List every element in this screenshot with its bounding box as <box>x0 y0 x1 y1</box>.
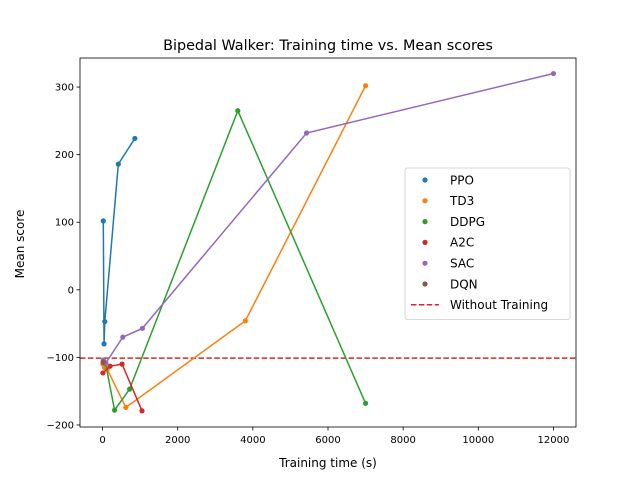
data-point-sac <box>120 334 126 340</box>
legend-label-without-training: Without Training <box>450 298 548 312</box>
legend-marker-sac <box>422 260 428 266</box>
y-tick-label: 100 <box>55 218 74 229</box>
data-point-ppo <box>100 218 106 224</box>
legend-marker-dqn <box>422 281 428 287</box>
data-point-ppo <box>132 135 138 142</box>
y-tick-label: −200 <box>47 420 74 431</box>
data-point-a2c <box>100 370 106 376</box>
data-point-dqn <box>100 359 106 365</box>
chart-title: Bipedal Walker: Training time vs. Mean s… <box>163 38 493 54</box>
y-tick-label: −100 <box>47 353 74 364</box>
data-point-sac <box>550 70 557 77</box>
data-point-td3 <box>123 404 129 411</box>
data-point-ppo <box>115 161 121 167</box>
data-point-a2c <box>107 363 113 369</box>
data-point-sac <box>139 325 145 331</box>
y-axis-label: Mean score <box>13 210 27 279</box>
series-line-td3 <box>102 85 367 409</box>
x-tick-label: 0 <box>99 435 105 446</box>
data-point-ddpg <box>111 407 118 413</box>
legend-marker-ppo <box>422 177 428 183</box>
x-axis-label: Training time (s) <box>278 456 377 470</box>
legend: PPO TD3 DDPG A2C SAC DQN Without Training <box>404 167 571 321</box>
x-tick-label: 10000 <box>462 435 494 446</box>
legend-label-ddpg: DDPG <box>450 215 485 229</box>
legend-marker-td3 <box>422 198 428 204</box>
data-point-ddpg <box>235 108 241 114</box>
legend-label-ppo: PPO <box>450 173 474 187</box>
series-line-ddpg <box>103 108 367 412</box>
data-point-td3 <box>362 83 369 89</box>
x-tick-label: 12000 <box>538 435 570 446</box>
data-point-a2c <box>139 408 145 414</box>
legend-label-td3: TD3 <box>449 194 474 208</box>
data-point-ppo <box>102 318 108 325</box>
x-tick-label: 4000 <box>240 435 265 446</box>
legend-marker-a2c <box>422 239 428 245</box>
data-point-a2c <box>119 361 125 367</box>
data-point-td3 <box>242 318 248 324</box>
legend-label-sac: SAC <box>450 257 474 271</box>
data-point-ddpg <box>127 386 133 392</box>
axes-layer: 0 2000 4000 6000 8000 10000 12000 −200 −100 0 100 2… <box>47 57 577 446</box>
data-point-ddpg <box>362 400 369 406</box>
series-line-ppo <box>102 138 136 344</box>
y-tick-label: 0 <box>68 285 74 296</box>
data-point-ppo <box>101 341 107 347</box>
x-tick-label: 6000 <box>315 435 340 446</box>
y-tick-label: 300 <box>55 83 74 94</box>
x-tick-label: 2000 <box>165 435 190 446</box>
x-tick-label: 8000 <box>390 435 415 446</box>
series-line-a2c <box>102 363 143 412</box>
legend-box <box>404 167 571 321</box>
data-point-sac <box>303 130 310 136</box>
legend-marker-ddpg <box>422 219 428 225</box>
legend-label-a2c: A2C <box>450 236 474 250</box>
legend-label-dqn: DQN <box>450 277 478 291</box>
series-layer <box>100 70 557 414</box>
y-tick-label: 200 <box>55 150 74 161</box>
